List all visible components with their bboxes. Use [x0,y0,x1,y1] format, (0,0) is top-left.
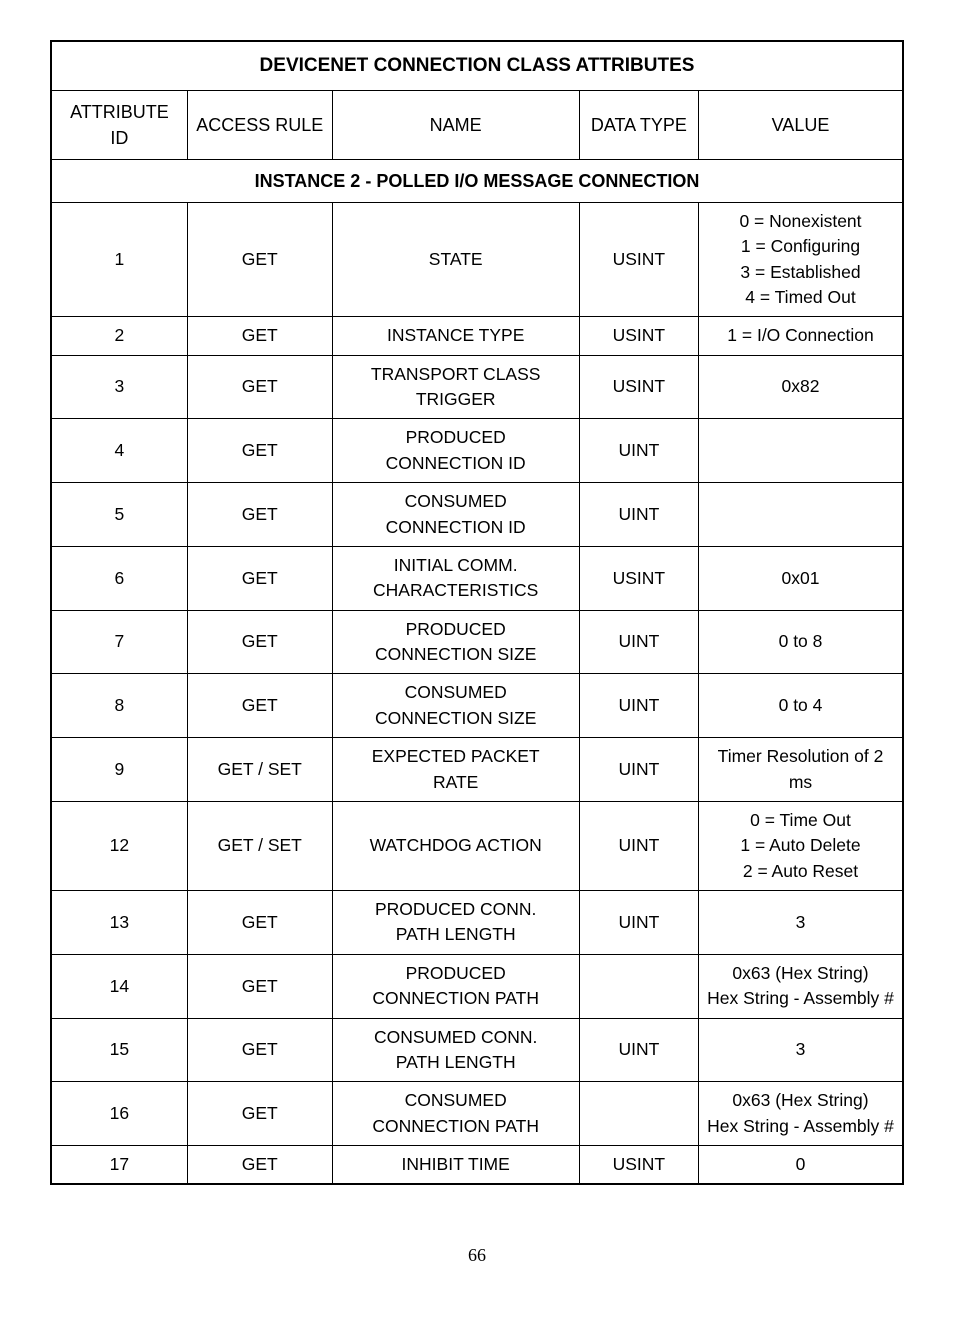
table-row: 16GETCONSUMED CONNECTION PATH 0x63 (Hex S… [51,1082,903,1146]
column-header: DATA TYPE [579,90,698,159]
type-cell: UINT [579,801,698,890]
name-cell: PRODUCED CONNECTION ID [332,419,579,483]
type-cell: UINT [579,891,698,955]
type-cell: UINT [579,738,698,802]
page-number: 66 [50,1245,904,1266]
table-row: 12GET / SETWATCHDOG ACTIONUINT0 = Time O… [51,801,903,890]
attr-cell: 2 [51,317,187,355]
table-row: 8GETCONSUMED CONNECTION SIZEUINT0 to 4 [51,674,903,738]
attr-cell: 8 [51,674,187,738]
table-row: 2GETINSTANCE TYPEUSINT1 = I/O Connection [51,317,903,355]
name-cell: PRODUCED CONNECTION PATH [332,954,579,1018]
type-cell: USINT [579,546,698,610]
table-row: 5GETCONSUMED CONNECTION IDUINT [51,483,903,547]
attr-cell: 4 [51,419,187,483]
type-cell: UINT [579,419,698,483]
type-cell: UINT [579,483,698,547]
name-cell: EXPECTED PACKET RATE [332,738,579,802]
access-cell: GET [187,546,332,610]
attr-cell: 12 [51,801,187,890]
access-cell: GET [187,1018,332,1082]
name-cell: WATCHDOG ACTION [332,801,579,890]
table-row: 1GETSTATEUSINT0 = Nonexistent 1 = Config… [51,202,903,317]
attr-cell: 1 [51,202,187,317]
name-cell: PRODUCED CONNECTION SIZE [332,610,579,674]
attr-cell: 6 [51,546,187,610]
type-cell [579,954,698,1018]
value-cell: 0x01 [698,546,903,610]
name-cell: STATE [332,202,579,317]
access-cell: GET [187,483,332,547]
value-cell: 0x82 [698,355,903,419]
attr-cell: 15 [51,1018,187,1082]
type-cell: UINT [579,1018,698,1082]
table-row: 4GETPRODUCED CONNECTION IDUINT [51,419,903,483]
value-cell: 0 = Nonexistent 1 = Configuring 3 = Esta… [698,202,903,317]
type-cell: UINT [579,610,698,674]
attr-cell: 17 [51,1146,187,1185]
name-cell: INITIAL COMM. CHARACTERISTICS [332,546,579,610]
access-cell: GET / SET [187,801,332,890]
value-cell: Timer Resolution of 2 ms [698,738,903,802]
table-row: 14GETPRODUCED CONNECTION PATH 0x63 (Hex S… [51,954,903,1018]
value-cell: 0 [698,1146,903,1185]
attr-cell: 5 [51,483,187,547]
name-cell: CONSUMED CONN. PATH LENGTH [332,1018,579,1082]
attr-cell: 7 [51,610,187,674]
column-header: ATTRIBUTE ID [51,90,187,159]
value-cell [698,419,903,483]
access-cell: GET [187,317,332,355]
name-cell: TRANSPORT CLASS TRIGGER [332,355,579,419]
name-cell: CONSUMED CONNECTION ID [332,483,579,547]
table-row: 7GETPRODUCED CONNECTION SIZEUINT0 to 8 [51,610,903,674]
attributes-table: DEVICENET CONNECTION CLASS ATTRIBUTESATT… [50,40,904,1185]
value-cell: 0x63 (Hex String) Hex String - Assembly … [698,954,903,1018]
value-cell: 0 = Time Out 1 = Auto Delete 2 = Auto Re… [698,801,903,890]
attr-cell: 16 [51,1082,187,1146]
name-cell: INHIBIT TIME [332,1146,579,1185]
type-cell: UINT [579,674,698,738]
value-cell: 3 [698,1018,903,1082]
attr-cell: 14 [51,954,187,1018]
access-cell: GET [187,674,332,738]
value-cell: 0x63 (Hex String) Hex String - Assembly … [698,1082,903,1146]
name-cell: CONSUMED CONNECTION SIZE [332,674,579,738]
access-cell: GET [187,891,332,955]
section-header: INSTANCE 2 - POLLED I/O MESSAGE CONNECTI… [51,159,903,202]
access-cell: GET [187,202,332,317]
value-cell: 3 [698,891,903,955]
type-cell: USINT [579,202,698,317]
table-row: 17GETINHIBIT TIMEUSINT0 [51,1146,903,1185]
access-cell: GET [187,1082,332,1146]
access-cell: GET / SET [187,738,332,802]
type-cell: USINT [579,1146,698,1185]
attr-cell: 3 [51,355,187,419]
access-cell: GET [187,355,332,419]
table-row: 6GETINITIAL COMM. CHARACTERISTICSUSINT0x… [51,546,903,610]
table-row: 15GETCONSUMED CONN. PATH LENGTHUINT3 [51,1018,903,1082]
value-cell: 1 = I/O Connection [698,317,903,355]
value-cell [698,483,903,547]
value-cell: 0 to 8 [698,610,903,674]
table-row: 9GET / SETEXPECTED PACKET RATEUINTTimer … [51,738,903,802]
name-cell: INSTANCE TYPE [332,317,579,355]
table-row: 3GETTRANSPORT CLASS TRIGGERUSINT0x82 [51,355,903,419]
value-cell: 0 to 4 [698,674,903,738]
type-cell: USINT [579,355,698,419]
name-cell: PRODUCED CONN. PATH LENGTH [332,891,579,955]
column-header: VALUE [698,90,903,159]
table-row: 13GETPRODUCED CONN. PATH LENGTHUINT3 [51,891,903,955]
table-title: DEVICENET CONNECTION CLASS ATTRIBUTES [51,41,903,90]
access-cell: GET [187,1146,332,1185]
attr-cell: 13 [51,891,187,955]
type-cell [579,1082,698,1146]
name-cell: CONSUMED CONNECTION PATH [332,1082,579,1146]
column-header: ACCESS RULE [187,90,332,159]
column-header: NAME [332,90,579,159]
access-cell: GET [187,419,332,483]
access-cell: GET [187,954,332,1018]
access-cell: GET [187,610,332,674]
type-cell: USINT [579,317,698,355]
attr-cell: 9 [51,738,187,802]
